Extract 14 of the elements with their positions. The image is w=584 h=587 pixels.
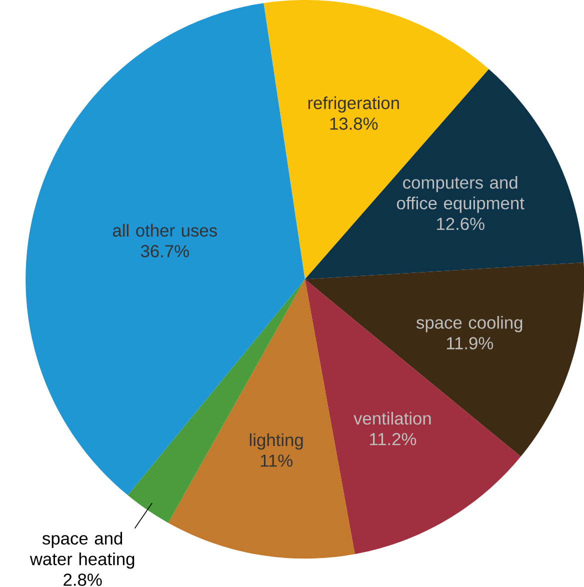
slice-label: computers and office equipment bbox=[396, 176, 524, 213]
slice-label: space cooling bbox=[416, 316, 522, 332]
data-label: 11.9% bbox=[446, 337, 493, 350]
data-label: 11% bbox=[260, 454, 292, 467]
data-label: 11.2% bbox=[370, 433, 416, 446]
slice-label: ventilation bbox=[354, 412, 431, 425]
data-label: 2.8% bbox=[64, 574, 102, 586]
slice-label: all other uses bbox=[112, 224, 217, 237]
slice-label: space and water heating bbox=[30, 532, 134, 569]
slice-label: refrigeration bbox=[308, 96, 399, 113]
slice-label: lighting bbox=[250, 433, 303, 450]
data-label: 36.7% bbox=[140, 245, 189, 258]
data-label: 12.6% bbox=[436, 218, 484, 230]
data-label: 13.8% bbox=[330, 118, 378, 130]
